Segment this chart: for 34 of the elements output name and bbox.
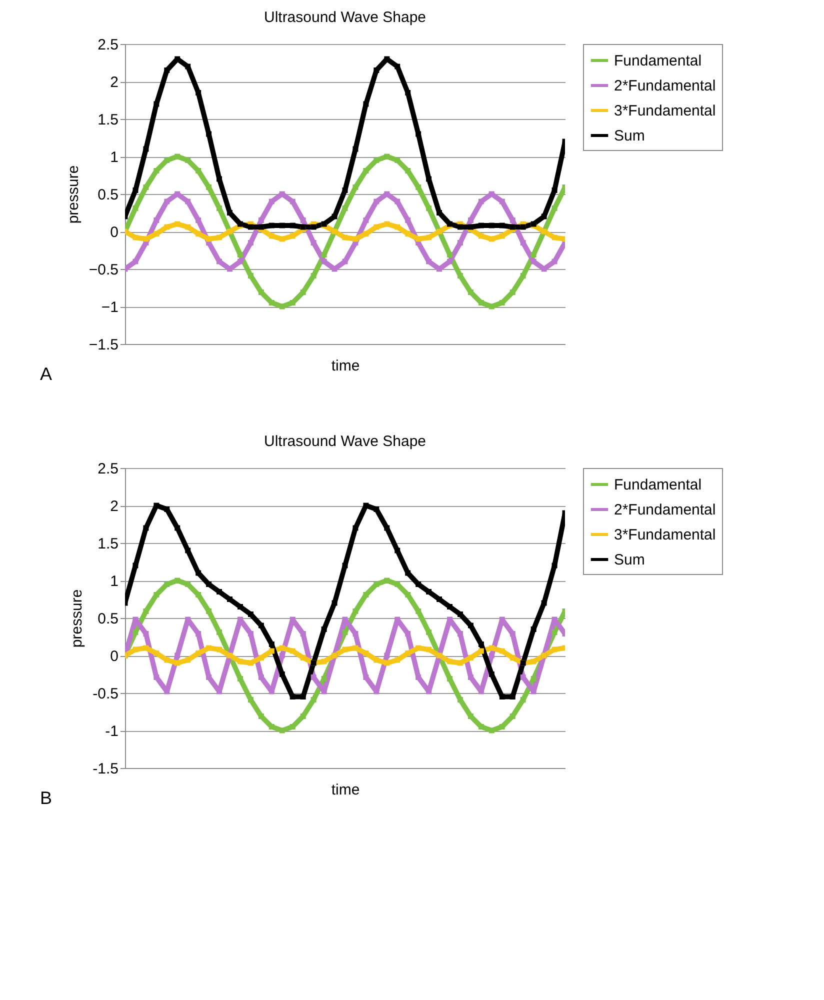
legend-label: Fundamental: [614, 52, 702, 70]
text: A: [40, 364, 52, 384]
legend-label: 3*Fundamental: [614, 526, 716, 544]
y-tick-label: 1.5: [98, 112, 118, 128]
legend-label: Fundamental: [614, 476, 702, 494]
y-tick-label: -1.5: [92, 760, 118, 778]
y-axis-title: pressure: [64, 165, 82, 224]
y-tick-label: 2: [110, 74, 118, 91]
y-tick-label: 2.5: [98, 36, 118, 54]
legend-label: Sum: [614, 128, 645, 144]
legend-label: 2*Fundamental: [614, 78, 716, 94]
y-tick-label: −1.5: [88, 336, 118, 354]
y-tick-label: 2: [110, 498, 118, 515]
legend-label: Sum: [614, 552, 645, 568]
y-tick-label: -0.5: [92, 686, 118, 702]
y-tick-label: -1: [105, 723, 118, 740]
y-tick-label: 0.5: [98, 610, 118, 628]
x-axis-title: time: [331, 782, 360, 798]
chart-title: Ultrasound Wave Shape: [264, 9, 426, 26]
y-tick-label: −0.5: [88, 262, 118, 278]
legend-label: 2*Fundamental: [614, 502, 716, 518]
y-tick-label: 2.5: [98, 460, 118, 478]
y-tick-label: −1: [101, 299, 118, 316]
chart-title: Ultrasound Wave Shape: [264, 433, 426, 450]
y-tick-label: 1.5: [98, 536, 118, 552]
y-tick-label: 0: [110, 224, 118, 241]
x-axis-title: time: [331, 358, 360, 374]
legend-label: 3*Fundamental: [614, 102, 716, 120]
text: B: [40, 788, 52, 808]
y-axis-title: pressure: [68, 589, 86, 648]
y-tick-label: 0.5: [98, 186, 118, 204]
y-tick-label: 1: [110, 573, 118, 590]
y-tick-label: 0: [110, 648, 118, 665]
y-tick-label: 1: [110, 149, 118, 166]
